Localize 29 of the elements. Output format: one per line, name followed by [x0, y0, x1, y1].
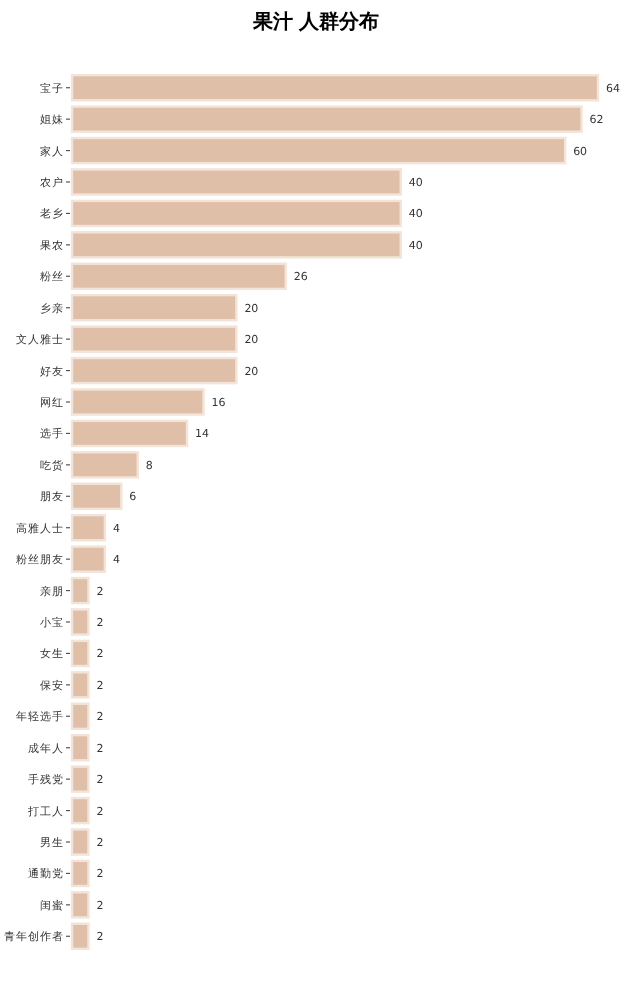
bar: [70, 733, 90, 762]
bar: [70, 671, 90, 699]
bar: [70, 576, 90, 605]
bar: [70, 639, 90, 668]
bar: [70, 73, 600, 102]
bar: [70, 513, 107, 542]
bar: [70, 168, 402, 196]
bar: [70, 356, 238, 385]
bar: [70, 105, 583, 133]
bar: [70, 545, 107, 573]
bar: [70, 136, 567, 165]
chart-title: 果汁 人群分布: [250, 10, 380, 34]
bar: [70, 859, 90, 888]
bar: [70, 482, 123, 511]
bar: [70, 231, 402, 259]
bar: [70, 451, 139, 479]
bar: [70, 325, 238, 353]
bar: [70, 891, 90, 919]
bar: [70, 828, 90, 856]
bar: [70, 419, 189, 448]
bar: [70, 293, 238, 322]
bar: [70, 796, 90, 825]
bar: [70, 765, 90, 793]
bar: [70, 199, 402, 228]
bar: [70, 262, 287, 291]
bar: [70, 608, 90, 636]
bar: [70, 702, 90, 731]
bar: [70, 922, 90, 951]
bar: [70, 388, 205, 416]
